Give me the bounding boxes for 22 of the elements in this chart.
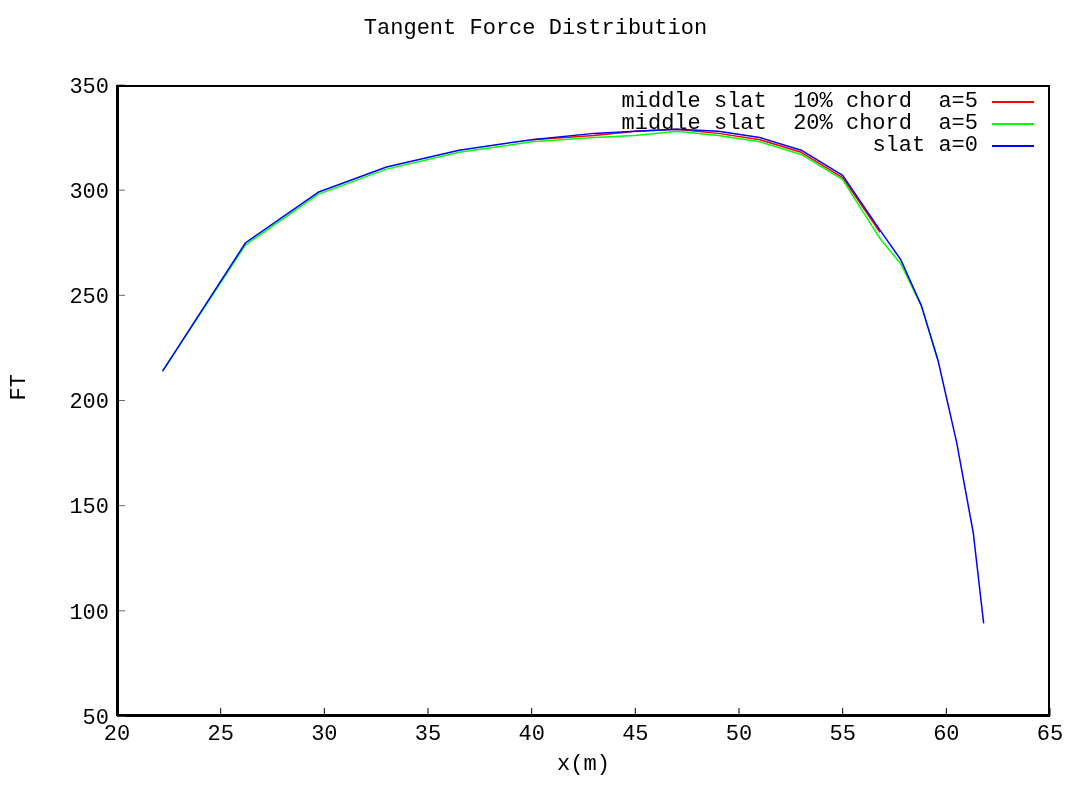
line-series — [161, 128, 985, 625]
legend-label: middle slat 10% chord a=5 — [621, 89, 978, 114]
x-tick-label: 50 — [725, 721, 753, 747]
y-tick-label: 150 — [69, 495, 109, 521]
y-tick-label: 300 — [69, 179, 109, 205]
y-tick-label: 100 — [69, 600, 109, 626]
legend-label: middle slat 20% chord a=5 — [621, 111, 978, 136]
x-tick-label: 30 — [311, 721, 338, 747]
x-axis-title: x(m) — [557, 752, 610, 777]
legend-label: slat a=0 — [872, 133, 978, 158]
y-tick-label: 350 — [69, 74, 109, 100]
x-tick-label: 55 — [829, 721, 856, 747]
x-tick-label: 25 — [207, 721, 234, 747]
x-tick-label: 65 — [1036, 721, 1064, 747]
x-tick-label: 40 — [518, 721, 545, 747]
y-tick-label: 250 — [69, 285, 109, 311]
y-tick-label: 200 — [69, 390, 109, 416]
chart-title: Tangent Force Distribution — [362, 16, 709, 41]
x-tick-label: 60 — [933, 721, 960, 747]
y-axis-title: FT — [6, 374, 32, 401]
x-tick-label: 35 — [414, 721, 442, 747]
x-tick-label: 45 — [622, 721, 649, 747]
